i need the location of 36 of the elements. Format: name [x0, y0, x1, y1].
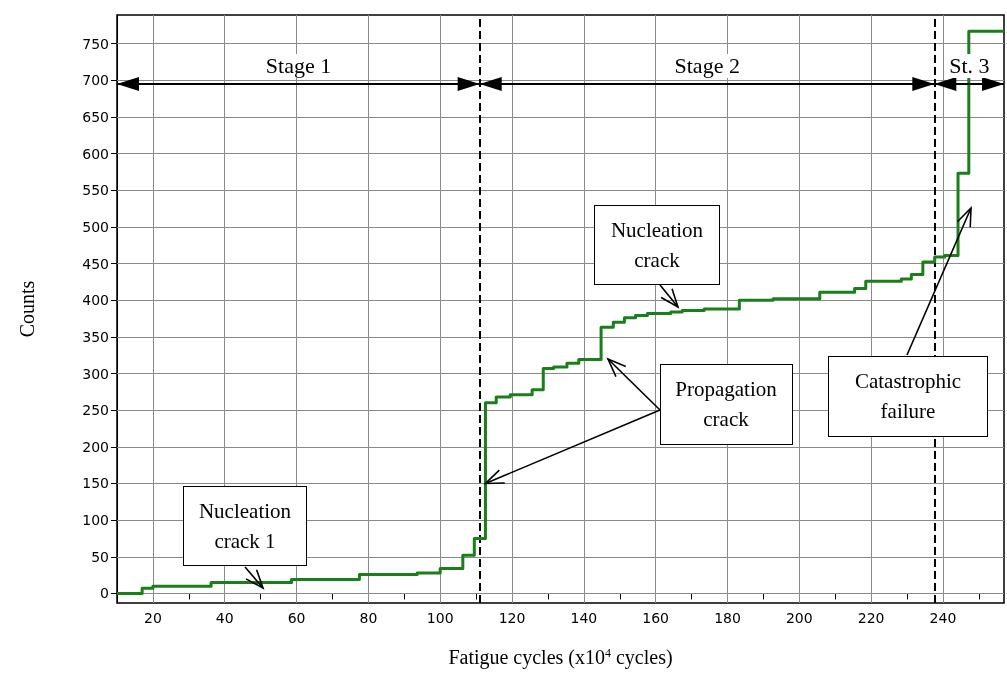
x-tick-label: 80	[359, 610, 378, 626]
x-tick-label: 20	[144, 610, 162, 626]
x-tick-label: 120	[498, 610, 526, 626]
y-tick-label: 0	[100, 585, 109, 602]
x-tick-label: 60	[287, 610, 306, 626]
y-tick-label: 300	[82, 365, 109, 382]
y-tick-label: 500	[82, 218, 109, 235]
x-tick-label: 100	[426, 610, 454, 626]
x-tick-label: 180	[714, 610, 741, 626]
y-tick-label: 700	[82, 72, 109, 89]
x-tick-label: 160	[642, 610, 670, 626]
y-axis-title: Counts	[16, 280, 38, 338]
annotation: Stage 2	[672, 53, 742, 78]
y-tick-label: 550	[82, 182, 109, 199]
annotation: St. 3	[947, 53, 992, 78]
annotation: Catastrophic failure	[828, 355, 988, 437]
annotation: Propagation crack	[659, 363, 793, 445]
y-tick-label: 50	[91, 548, 109, 565]
y-tick-label: 350	[82, 328, 109, 345]
y-tick-label: 750	[82, 35, 109, 52]
annotation: Nucleation crack 1	[183, 486, 307, 566]
y-tick-label: 600	[82, 145, 109, 162]
y-tick-label: 150	[82, 475, 109, 492]
x-tick-label: 220	[857, 610, 885, 626]
annotation: Nucleation crack	[594, 205, 720, 285]
x-tick-label: 240	[929, 610, 957, 626]
x-tick-label: 140	[570, 610, 598, 626]
y-tick-label: 450	[82, 255, 109, 272]
x-tick-label: 40	[215, 610, 234, 626]
y-tick-label: 400	[82, 292, 109, 309]
annotation: Stage 1	[263, 53, 334, 78]
y-tick-label: 100	[82, 512, 109, 529]
y-tick-label: 200	[82, 438, 109, 455]
x-tick-label: 200	[785, 610, 813, 626]
y-tick-label: 650	[82, 108, 109, 125]
y-tick-label: 250	[82, 402, 109, 419]
